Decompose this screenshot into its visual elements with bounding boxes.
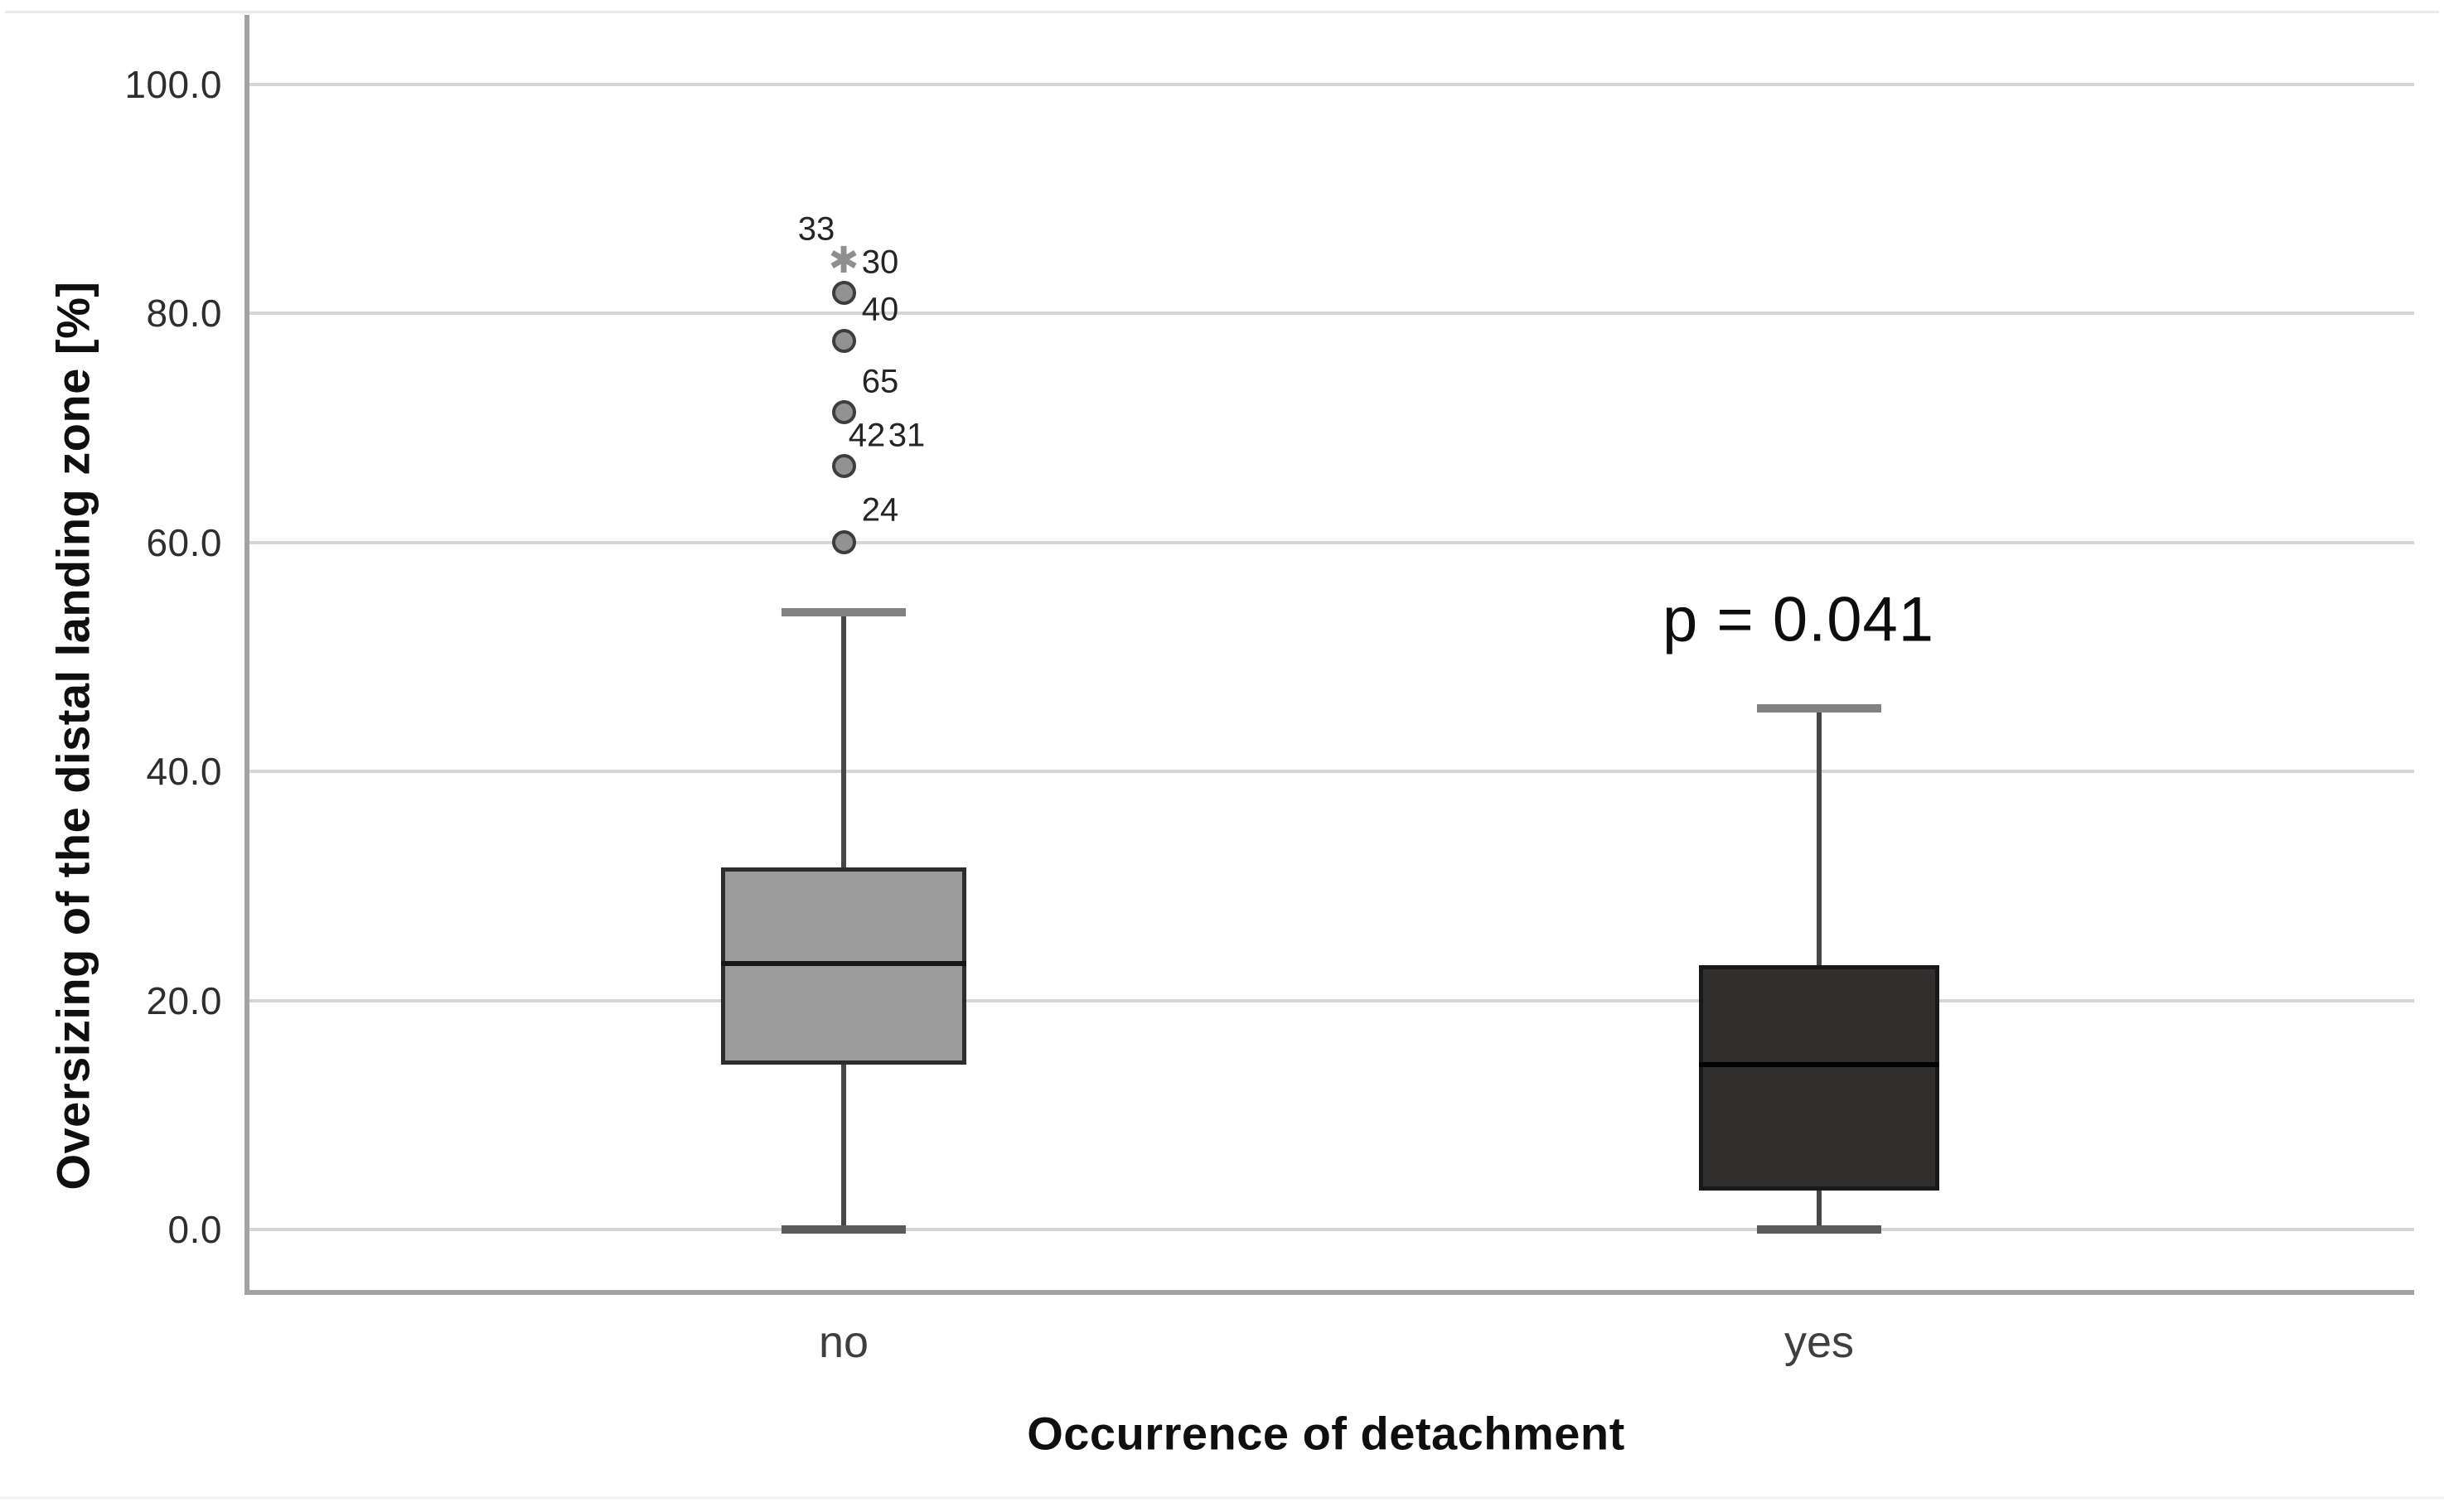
y-tick-label-60.0: 60.0 — [146, 521, 222, 564]
outlier-case-label-33: 33 — [797, 210, 835, 248]
y-tick-label-100.0: 100.0 — [124, 63, 222, 106]
outlier-case-label-30: 30 — [861, 244, 899, 281]
gridline-20.0 — [249, 999, 2414, 1002]
p-value-annotation: p = 0.041 — [1662, 584, 1935, 655]
box-no — [721, 867, 966, 1065]
x-category-label-no: no — [818, 1317, 869, 1367]
whisker-upper-line-yes — [1817, 708, 1822, 965]
whisker-upper-cap-no — [782, 608, 906, 616]
outlier-star-marker: ✱ — [828, 239, 859, 282]
figure-bottom-border — [0, 1496, 2444, 1500]
median-line-yes — [1699, 1062, 1939, 1067]
y-axis-title: Oversizing of the distal landing zone [%… — [46, 281, 99, 1191]
y-tick-label-20.0: 20.0 — [146, 979, 222, 1022]
outlier-case-label-24: 24 — [861, 491, 899, 529]
median-line-no — [721, 961, 966, 966]
whisker-lower-cap-yes — [1757, 1225, 1881, 1234]
outlier-case-label-65: 65 — [861, 363, 899, 400]
outlier-circle-marker — [832, 530, 856, 554]
y-tick-label-80.0: 80.0 — [146, 292, 222, 335]
whisker-lower-line-no — [841, 1065, 846, 1229]
box-yes — [1699, 965, 1939, 1191]
outlier-case-label-40: 40 — [861, 291, 899, 328]
y-tick-label-40.0: 40.0 — [146, 750, 222, 793]
x-axis-line — [244, 1290, 2414, 1295]
figure-top-border — [5, 11, 2439, 13]
gridline-100.0 — [249, 83, 2414, 86]
x-axis-title: Occurrence of detachment — [1027, 1407, 1625, 1460]
outlier-circle-marker — [832, 281, 856, 305]
y-tick-label-0.0: 0.0 — [167, 1208, 222, 1251]
outlier-circle-marker — [832, 400, 856, 424]
whisker-upper-cap-yes — [1757, 704, 1881, 713]
gridline-80.0 — [249, 312, 2414, 315]
outlier-case-label-31: 31 — [888, 417, 926, 454]
x-category-label-yes: yes — [1783, 1317, 1855, 1367]
gridline-40.0 — [249, 770, 2414, 773]
y-axis-line — [244, 15, 249, 1295]
gridline-60.0 — [249, 541, 2414, 544]
outlier-case-label-42: 42 — [848, 417, 886, 454]
gridline-0.0 — [249, 1228, 2414, 1231]
whisker-lower-line-yes — [1817, 1191, 1822, 1229]
outlier-circle-marker — [832, 454, 856, 478]
outlier-circle-marker — [832, 329, 856, 353]
whisker-upper-line-no — [841, 612, 846, 867]
whisker-lower-cap-no — [782, 1225, 906, 1234]
